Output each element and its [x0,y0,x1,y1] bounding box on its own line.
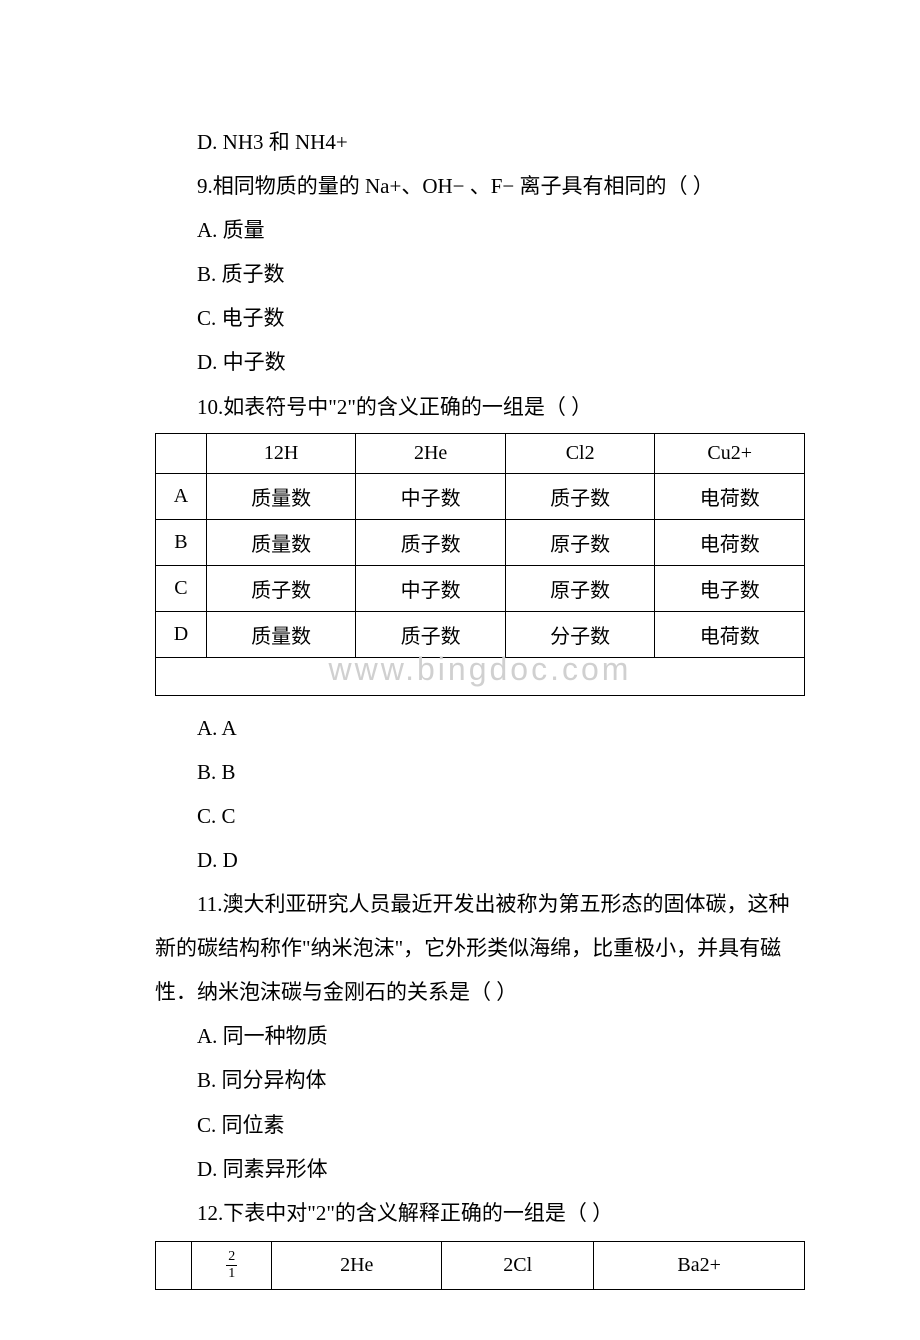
q9-option-a: A. 质量 [155,208,805,252]
q10-option-d: D. D [155,838,805,882]
q11-option-b: B. 同分异构体 [155,1058,805,1102]
q11-option-c: C. 同位素 [155,1103,805,1147]
table-cell: 质量数 [206,611,356,657]
table-cell: 质量数 [206,473,356,519]
table-cell: 质子数 [505,473,655,519]
q10-table: 12H 2He Cl2 Cu2+ A 质量数 中子数 质子数 电荷数 B 质量数… [155,433,805,696]
q11-option-d: D. 同素异形体 [155,1147,805,1191]
q9-option-c: C. 电子数 [155,296,805,340]
table-row: A 质量数 中子数 质子数 电荷数 [156,473,805,519]
table-cell: 中子数 [356,565,506,611]
q10-stem: 10.如表符号中"2"的含义正确的一组是（ ） [155,385,805,429]
table-empty-cell: www.bingdoc.com [156,657,805,695]
table-cell: 原子数 [505,519,655,565]
table-header-row: 12H 2He Cl2 Cu2+ [156,433,805,473]
fraction-icon: 2 1 [226,1250,237,1281]
watermark-text: www.bingdoc.com [156,651,805,688]
table-cell: D [156,611,207,657]
fraction-denominator: 1 [226,1266,237,1281]
q8-option-d: D. NH3 和 NH4+ [155,120,805,164]
table-header-cell: 2He [356,433,506,473]
q10-option-c: C. C [155,794,805,838]
table-header-cell [156,1241,192,1289]
table-cell: 原子数 [505,565,655,611]
table-header-cell: Ba2+ [594,1241,805,1289]
table-cell: 电荷数 [655,473,805,519]
table-cell: 分子数 [505,611,655,657]
table-cell: 质量数 [206,519,356,565]
q12-stem: 12.下表中对"2"的含义解释正确的一组是（ ） [155,1191,805,1235]
q11-stem: 11.澳大利亚研究人员最近开发出被称为第五形态的固体碳，这种新的碳结构称作"纳米… [155,882,805,1014]
table-cell: 质子数 [356,611,506,657]
table-empty-row: www.bingdoc.com [156,657,805,695]
q11-option-a: A. 同一种物质 [155,1014,805,1058]
table-header-cell: 2Cl [442,1241,594,1289]
table-row: D 质量数 质子数 分子数 电荷数 [156,611,805,657]
table-row: C 质子数 中子数 原子数 电子数 [156,565,805,611]
q10-option-b: B. B [155,750,805,794]
table-cell: 质子数 [206,565,356,611]
q10-option-a: A. A [155,706,805,750]
table-cell: C [156,565,207,611]
table-row: B 质量数 质子数 原子数 电荷数 [156,519,805,565]
table-cell: 电荷数 [655,611,805,657]
table-cell: 中子数 [356,473,506,519]
q9-option-b: B. 质子数 [155,252,805,296]
table-header-cell [156,433,207,473]
table-header-cell: 2He [272,1241,442,1289]
table-cell: 电荷数 [655,519,805,565]
q9-stem: 9.相同物质的量的 Na+、OH− 、F− 离子具有相同的（ ） [155,164,805,208]
table-header-cell: 2 1 [192,1241,272,1289]
table-header-cell: Cu2+ [655,433,805,473]
table-cell: 电子数 [655,565,805,611]
table-header-cell: Cl2 [505,433,655,473]
table-cell: 质子数 [356,519,506,565]
table-cell: B [156,519,207,565]
table-header-cell: 12H [206,433,356,473]
q12-table: 2 1 2He 2Cl Ba2+ [155,1241,805,1290]
q9-option-d: D. 中子数 [155,340,805,384]
table-header-row: 2 1 2He 2Cl Ba2+ [156,1241,805,1289]
fraction-numerator: 2 [226,1250,237,1266]
table-cell: A [156,473,207,519]
